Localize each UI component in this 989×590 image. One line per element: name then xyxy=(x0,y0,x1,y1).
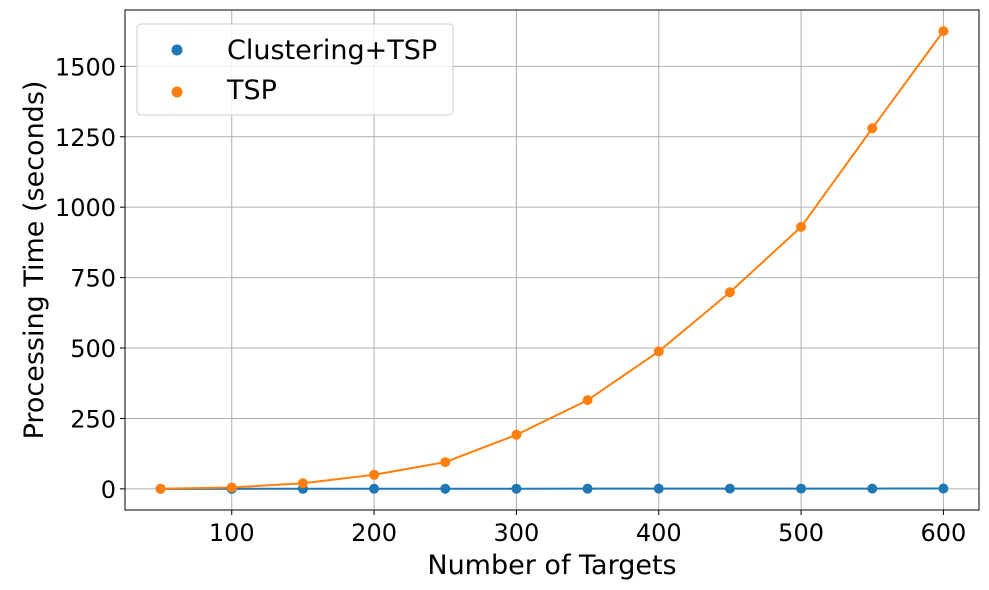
y-tick-label: 1250 xyxy=(55,124,116,152)
data-point-clustering-tsp xyxy=(796,483,807,494)
data-point-clustering-tsp xyxy=(440,483,451,494)
data-point-tsp xyxy=(724,287,735,298)
x-tick-label: 500 xyxy=(778,519,824,547)
y-axis-ticks: 0 250 500 750 1000 1250 1500 xyxy=(55,53,125,504)
data-point-clustering-tsp xyxy=(938,483,949,494)
data-point-clustering-tsp xyxy=(582,483,593,494)
data-point-clustering-tsp xyxy=(369,483,380,494)
y-tick-label: 1000 xyxy=(55,194,116,222)
data-point-tsp xyxy=(369,469,380,480)
y-tick-label: 500 xyxy=(70,335,116,363)
data-point-tsp xyxy=(226,482,237,493)
legend-box xyxy=(136,23,454,116)
grid-lines xyxy=(125,10,979,510)
series-line-tsp xyxy=(160,30,945,490)
data-point-clustering-tsp xyxy=(511,483,522,494)
legend-marker-clustering-tsp xyxy=(171,44,183,56)
y-axis-label: Processing Time (seconds) xyxy=(19,81,50,440)
x-axis-label: Number of Targets xyxy=(427,550,676,581)
y-tick-label: 1500 xyxy=(55,53,116,81)
x-tick-label: 400 xyxy=(636,519,682,547)
y-tick-label: 250 xyxy=(70,405,116,433)
data-point-tsp xyxy=(155,483,166,494)
data-point-tsp xyxy=(653,346,664,357)
data-point-tsp xyxy=(511,429,522,440)
legend-marker-tsp xyxy=(171,86,183,98)
x-tick-label: 600 xyxy=(921,519,967,547)
data-point-tsp xyxy=(440,457,451,468)
data-point-tsp xyxy=(796,221,807,232)
y-tick-label: 0 xyxy=(101,476,116,504)
data-point-tsp xyxy=(867,123,878,134)
x-axis-ticks: 100 200 300 400 500 600 xyxy=(209,510,966,547)
y-tick-label: 750 xyxy=(70,265,116,293)
data-point-tsp xyxy=(938,26,949,37)
data-point-tsp xyxy=(582,395,593,406)
legend: Clustering+TSP TSP xyxy=(136,23,454,116)
data-point-clustering-tsp xyxy=(653,483,664,494)
x-tick-label: 200 xyxy=(351,519,397,547)
legend-label-tsp: TSP xyxy=(226,75,277,106)
axes-frame xyxy=(124,9,980,511)
x-tick-label: 100 xyxy=(209,519,255,547)
legend-label-clustering-tsp: Clustering+TSP xyxy=(227,35,437,66)
data-point-tsp xyxy=(297,478,308,489)
data-point-clustering-tsp xyxy=(724,483,735,494)
plot-area xyxy=(155,26,949,494)
x-tick-label: 300 xyxy=(494,519,540,547)
data-point-clustering-tsp xyxy=(867,483,878,494)
